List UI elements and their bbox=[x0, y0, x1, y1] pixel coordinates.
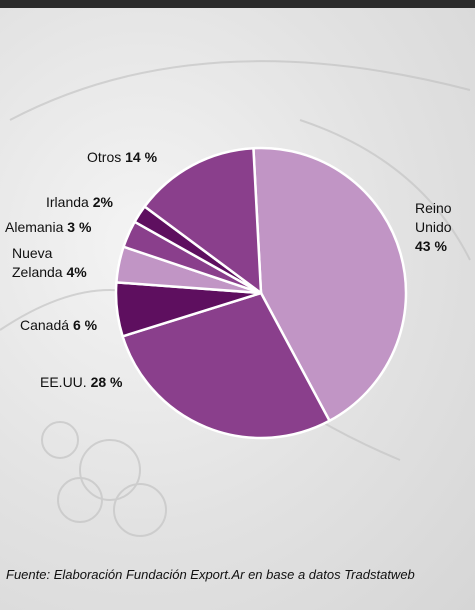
category-name: Alemania bbox=[5, 219, 63, 235]
category-name: Otros bbox=[87, 149, 121, 165]
slice-label: Nueva Zelanda 4% bbox=[12, 244, 92, 282]
category-name: Irlanda bbox=[46, 194, 89, 210]
value-label: 14 % bbox=[125, 149, 157, 165]
slice-label: Reino Unido 43 % bbox=[415, 199, 465, 256]
value-label: 43 % bbox=[415, 238, 447, 254]
value-label: 2% bbox=[93, 194, 113, 210]
slice-label: Canadá 6 % bbox=[20, 316, 97, 335]
pie-chart bbox=[0, 0, 475, 610]
category-name: Canadá bbox=[20, 317, 69, 333]
value-label: 28 % bbox=[91, 374, 123, 390]
page: Otros 14 % Irlanda 2% Alemania 3 % Nueva… bbox=[0, 0, 475, 610]
category-name: EE.UU. bbox=[40, 374, 87, 390]
value-label: 3 % bbox=[67, 219, 91, 235]
category-name: Nueva Zelanda bbox=[12, 245, 63, 280]
slice-label: EE.UU. 28 % bbox=[40, 373, 123, 392]
slice-label: Irlanda 2% bbox=[46, 193, 113, 212]
source-note: Fuente: Elaboración Fundación Export.Ar … bbox=[6, 567, 466, 583]
value-label: 6 % bbox=[73, 317, 97, 333]
category-name: Reino Unido bbox=[415, 200, 452, 235]
slice-label: Alemania 3 % bbox=[5, 218, 91, 237]
value-label: 4% bbox=[66, 264, 86, 280]
slice-label: Otros 14 % bbox=[87, 148, 157, 167]
